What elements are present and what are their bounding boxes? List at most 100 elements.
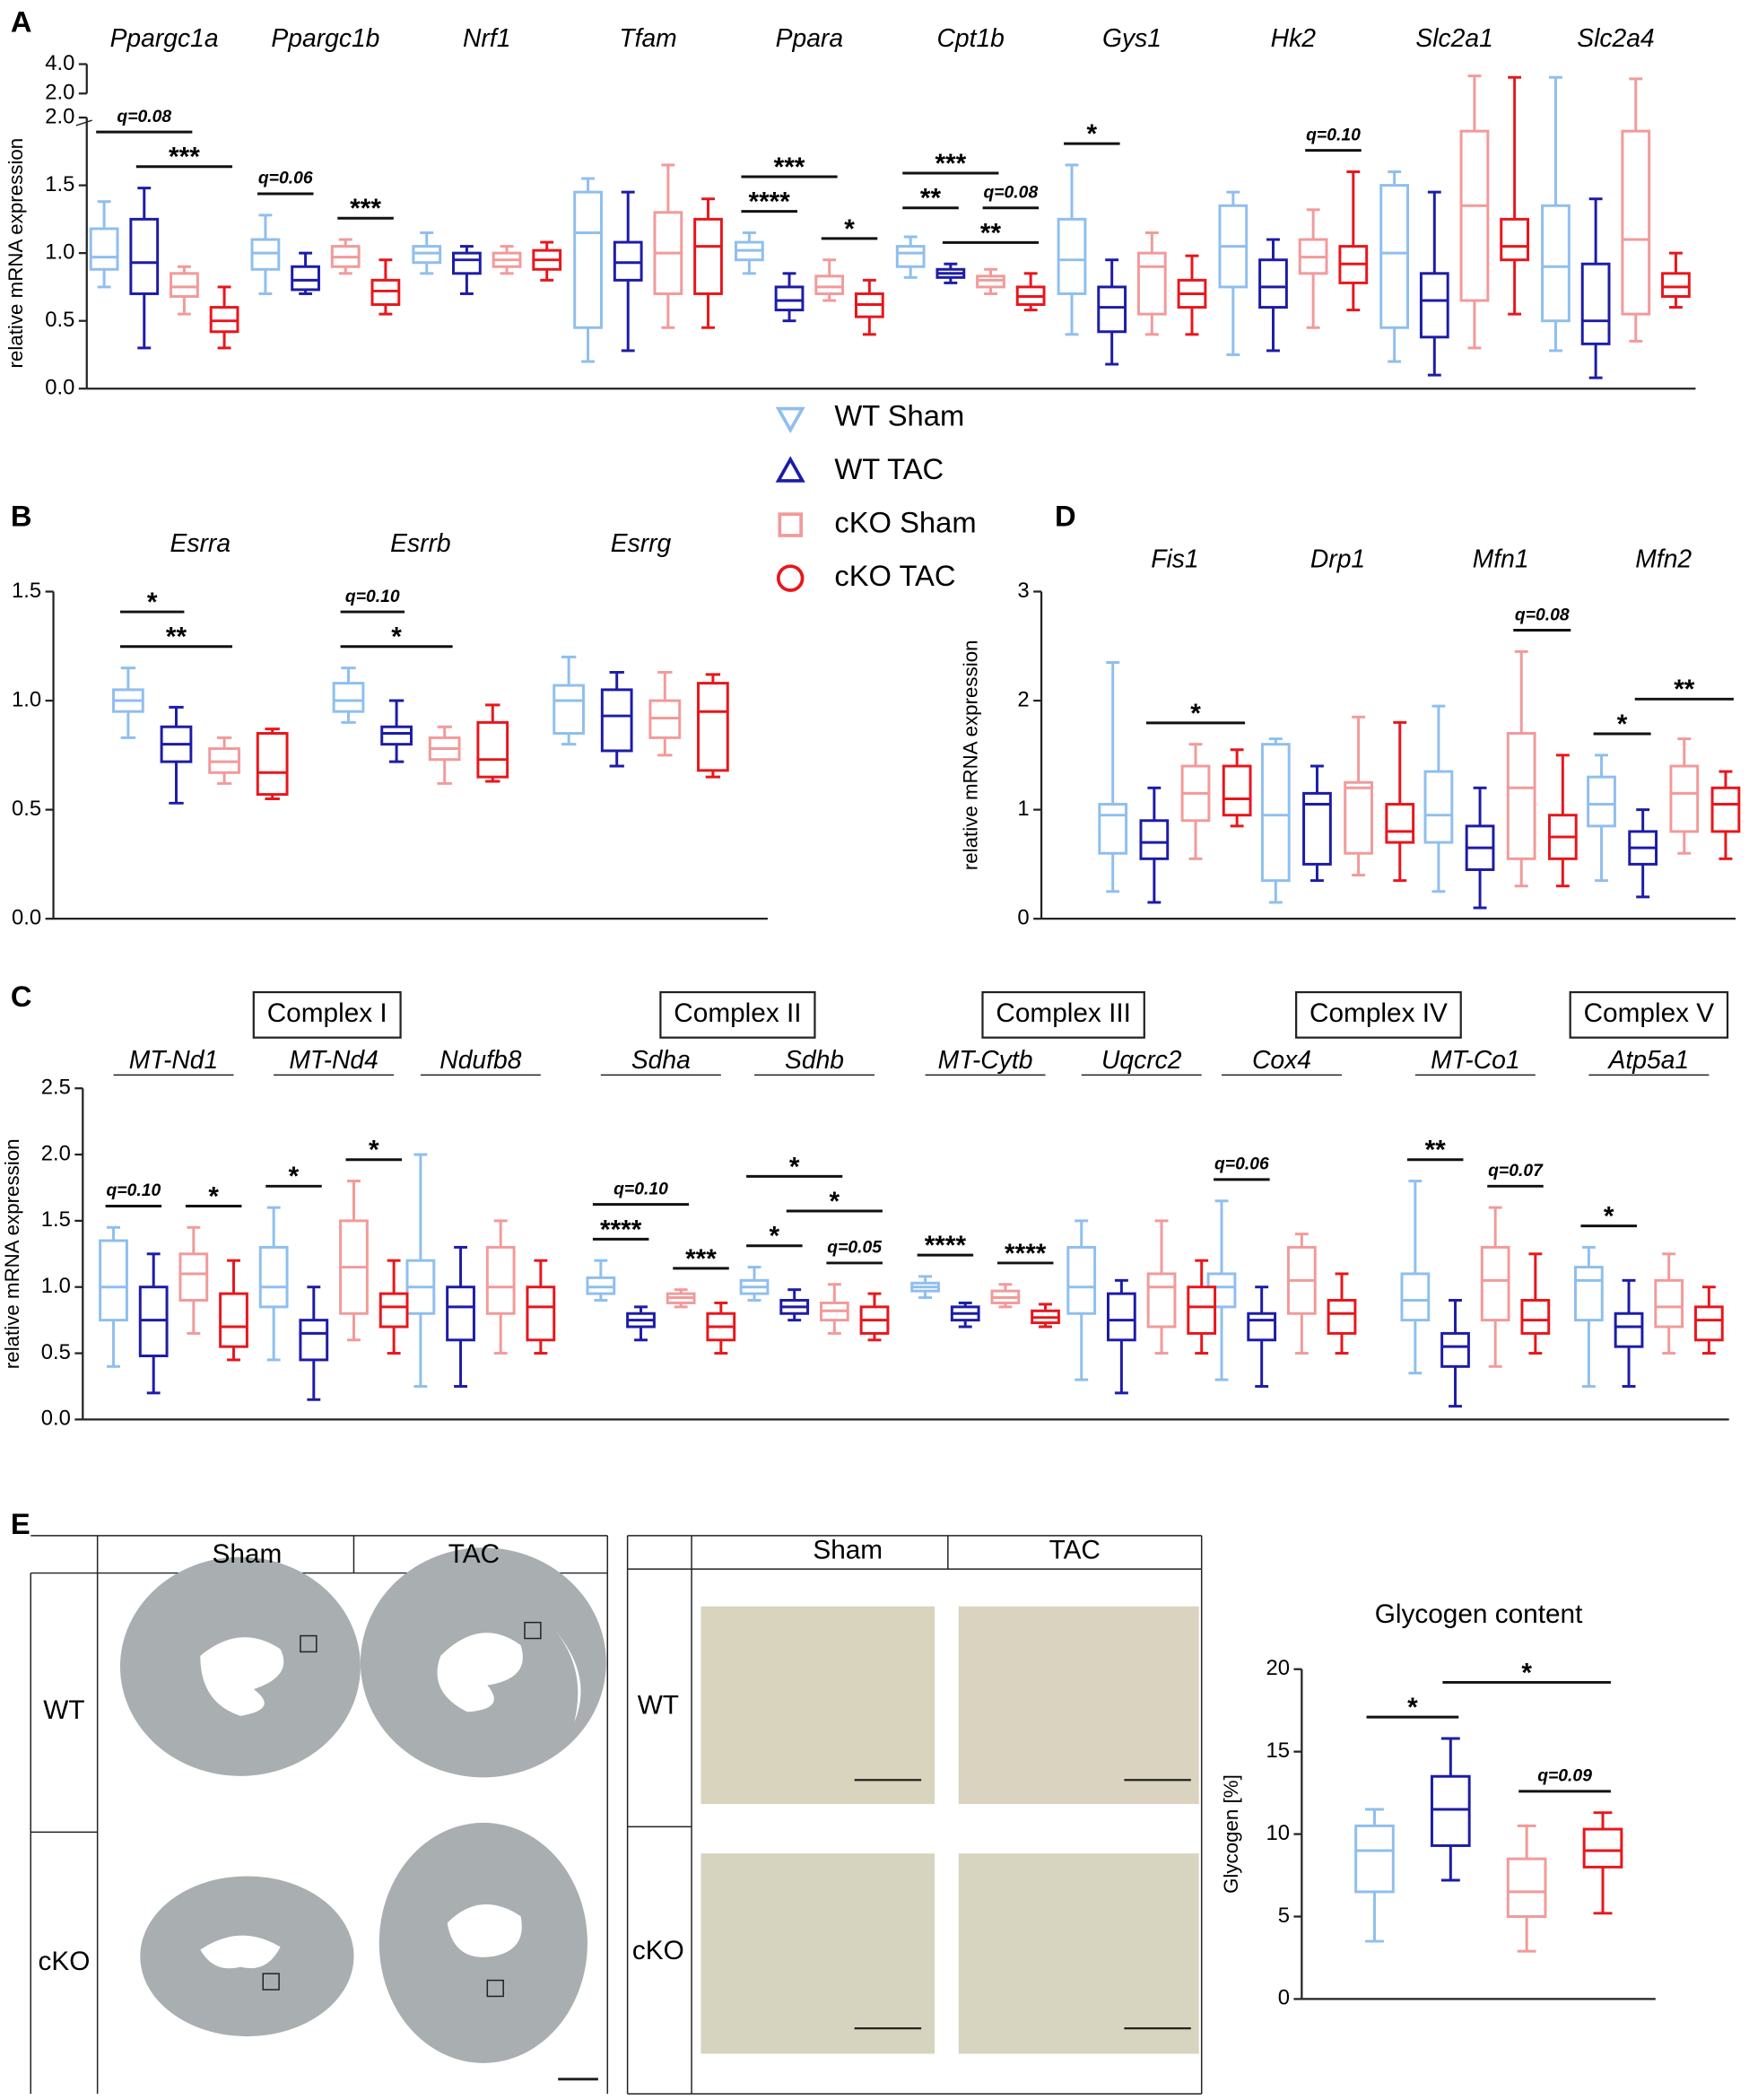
legend-label: WT Sham (834, 399, 964, 432)
box (697, 682, 729, 772)
box (1580, 262, 1611, 345)
y-tick-label: 0.5 (12, 797, 41, 821)
box (1506, 1857, 1547, 1918)
gene-label: Drp1 (1310, 545, 1365, 573)
box (89, 227, 119, 271)
significance-label: * (844, 214, 855, 244)
box (209, 306, 239, 334)
y-tick-label: 2.5 (41, 1076, 71, 1100)
heart-sections (119, 1547, 606, 2081)
box (129, 217, 160, 295)
box (1107, 1292, 1136, 1342)
box (1587, 775, 1616, 828)
box (526, 1285, 556, 1342)
gene-label: Fis1 (1151, 545, 1198, 573)
box (258, 1245, 289, 1309)
box (291, 265, 320, 292)
gene-label: Esrrg (611, 528, 672, 557)
box (412, 245, 442, 265)
significance-label: **** (925, 1231, 967, 1260)
complex-label: Complex I (267, 998, 387, 1028)
histology (700, 1606, 1199, 2054)
box (178, 1252, 209, 1302)
significance-label: ** (1425, 1136, 1447, 1165)
y-tick-label: 0 (1017, 905, 1029, 929)
gene-label: Ppargc1b (271, 23, 379, 52)
y-tick-label: 4.0 (45, 51, 74, 75)
gene-label: Gys1 (1102, 23, 1162, 52)
box (1621, 129, 1651, 316)
column-header: Sham (212, 1539, 282, 1569)
significance-label: q=0.09 (1537, 1766, 1592, 1786)
significance-label: * (1617, 710, 1628, 739)
box (476, 720, 509, 779)
y-tick-label: 1.5 (12, 579, 41, 603)
gene-label: MT-Co1 (1431, 1045, 1519, 1074)
legend-marker (776, 564, 805, 592)
significance-label: * (289, 1162, 300, 1191)
y-tick-label: 2.0 (41, 1141, 71, 1165)
box (1379, 184, 1410, 329)
complex-box (1295, 990, 1462, 1039)
gene-label: Cox4 (1252, 1045, 1311, 1074)
box (1520, 1298, 1551, 1335)
complex-label: Complex III (996, 998, 1131, 1028)
significance-label: **** (600, 1215, 642, 1244)
complex-box (252, 990, 402, 1039)
significance-label: q=0.06 (1214, 1155, 1269, 1174)
box (219, 1292, 248, 1348)
significance-label: *** (685, 1244, 717, 1274)
box (332, 682, 365, 713)
gene-label: Uqcrc2 (1101, 1045, 1182, 1074)
box (1136, 251, 1167, 316)
significance-label: ** (920, 184, 942, 213)
row-header: cKO (39, 1947, 91, 1976)
significance-label: ** (166, 623, 187, 652)
box (774, 285, 805, 312)
y-tick-label: 1.5 (45, 172, 74, 196)
box (1400, 1272, 1431, 1322)
y-axis-label: relative mRNA expression (4, 138, 27, 369)
y-tick-label: 0.0 (12, 905, 41, 929)
y-tick-label: 0.0 (41, 1407, 71, 1431)
box (1430, 1774, 1471, 1847)
box (1661, 272, 1691, 298)
gene-label: MT-Cytb (938, 1045, 1033, 1074)
box (613, 240, 643, 282)
significance-label: * (147, 588, 158, 617)
complex-box (981, 990, 1145, 1039)
image-grid-right (626, 1535, 1203, 2095)
box (1573, 1266, 1604, 1322)
box (1459, 129, 1490, 302)
gene-label: MT-Nd4 (289, 1045, 378, 1074)
y-tick-label: 0 (1278, 1986, 1290, 2010)
box (250, 238, 281, 271)
box (1066, 1245, 1097, 1315)
y-tick-label: 0.5 (41, 1340, 71, 1364)
box (1614, 1311, 1644, 1348)
legend-label: cKO Sham (834, 506, 976, 539)
box (1139, 819, 1170, 860)
box (1423, 770, 1454, 844)
y-axis-label: relative mRNA expression (1, 1138, 23, 1369)
box (1098, 803, 1128, 855)
significance-label: * (369, 1136, 379, 1165)
box (1260, 743, 1291, 883)
y-tick-label: 1.0 (41, 1274, 71, 1298)
gene-label: Esrrb (390, 528, 451, 557)
box (380, 725, 413, 746)
significance-label: * (1521, 1658, 1532, 1687)
panel-letter: B (11, 499, 32, 532)
box (895, 245, 926, 268)
significance-label: *** (350, 194, 381, 223)
legend-label: cKO TAC (834, 559, 955, 592)
box (976, 274, 1005, 289)
significance-label: *** (774, 152, 805, 182)
complex-label: Complex V (1584, 998, 1715, 1028)
box (1541, 204, 1571, 323)
complex-box (1569, 990, 1729, 1039)
box (370, 278, 401, 307)
box (1258, 258, 1288, 309)
significance-label: q=0.10 (345, 587, 400, 606)
